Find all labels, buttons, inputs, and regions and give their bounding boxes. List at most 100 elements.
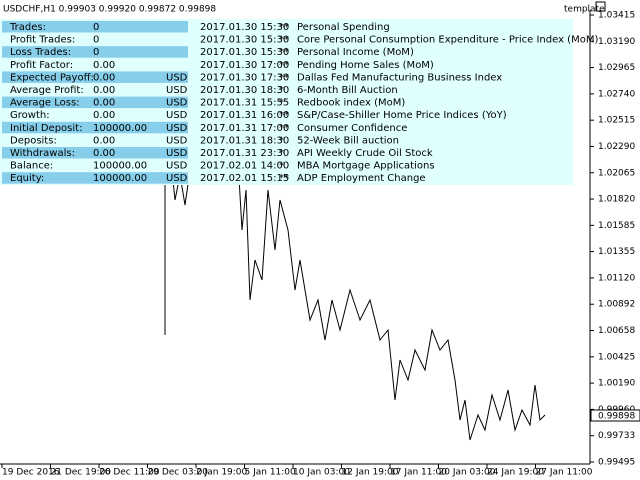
news-time: 2017.01.31 18:30	[200, 135, 289, 146]
price-label: 0.99733	[598, 431, 635, 441]
time-label: 2 Jan 19:00	[196, 468, 248, 478]
news-importance: **	[279, 60, 289, 71]
stat-unit: USD	[166, 135, 188, 146]
stat-label: Deposits:	[10, 135, 57, 146]
stat-row-bg	[2, 121, 188, 134]
news-importance: *	[279, 98, 284, 109]
news-importance: *	[279, 135, 284, 146]
stat-value: 0.00	[93, 110, 115, 121]
news-importance: **	[279, 123, 289, 134]
news-time: 2017.01.31 16:00	[200, 110, 289, 121]
current-price-box	[590, 409, 640, 422]
stat-value: 0	[93, 22, 99, 33]
time-label: 12 Jan 19:00	[342, 468, 399, 478]
time-label: 21 Dec 19:00	[51, 468, 112, 478]
stat-unit: USD	[166, 123, 188, 134]
stat-label: Average Loss:	[10, 98, 80, 109]
stat-unit: USD	[166, 98, 188, 109]
news-importance: **	[279, 173, 289, 184]
stat-label: Balance:	[10, 161, 53, 172]
price-label: 0.99495	[598, 458, 635, 468]
stat-label: Growth:	[10, 110, 50, 121]
stat-label: Withdrawals:	[10, 148, 75, 159]
price-label: 1.01585	[598, 221, 635, 231]
stat-row-bg	[2, 21, 188, 33]
stat-value: 0.00	[93, 148, 115, 159]
price-label: 1.02740	[598, 89, 635, 99]
stat-label: Initial Deposit:	[10, 123, 82, 134]
stat-unit: USD	[166, 173, 188, 184]
stat-label: Profit Trades:	[10, 35, 75, 46]
stat-unit: USD	[166, 85, 188, 96]
time-label: 27 Jan 11:00	[536, 468, 593, 478]
price-label: 1.00658	[598, 326, 635, 336]
stat-row-bg	[2, 71, 188, 83]
time-label: 5 Jan 11:00	[245, 468, 297, 478]
stat-label: Trades:	[9, 22, 46, 33]
time-label: 17 Jan 11:00	[390, 468, 447, 478]
price-label: 1.00190	[598, 379, 635, 389]
time-label: 20 Jan 03:00	[439, 468, 496, 478]
price-label: 1.02965	[598, 63, 635, 73]
close-icon[interactable]	[595, 1, 606, 12]
price-label: 1.01120	[598, 273, 635, 283]
price-label: 1.01355	[598, 247, 635, 257]
price-label: 1.02065	[598, 168, 635, 178]
news-importance: **	[279, 110, 289, 121]
stat-unit: USD	[166, 72, 188, 83]
template-label: template	[564, 5, 605, 15]
news-time: 2017.01.30 17:30	[200, 72, 289, 83]
news-title: Core Personal Consumption Expenditure - …	[297, 35, 598, 46]
news-time: 2017.01.31 17:00	[200, 123, 289, 134]
news-time: 2017.01.30 18:30	[200, 85, 289, 96]
news-time: 2017.02.01 15:15	[200, 173, 289, 184]
news-importance: *	[279, 161, 284, 172]
stat-value: 0.00	[93, 135, 115, 146]
time-label: 26 Dec 11:00	[99, 468, 160, 478]
price-label: 1.02290	[598, 142, 635, 152]
stat-label: Profit Factor:	[10, 60, 73, 71]
current-price: 0.99898	[598, 412, 635, 422]
news-importance: **	[279, 72, 289, 83]
news-title: S&P/Case-Shiller Home Price Indices (YoY…	[297, 110, 507, 121]
stat-value: 0.00	[93, 72, 115, 83]
stat-unit: USD	[166, 161, 188, 172]
stat-value: 0.00	[93, 60, 115, 71]
stat-value: 100000.00	[93, 173, 147, 184]
time-label: 24 Jan 19:00	[487, 468, 544, 478]
news-title: API Weekly Crude Oil Stock	[297, 148, 433, 159]
price-label: 1.00892	[598, 300, 635, 310]
news-title: 6-Month Bill Auction	[297, 85, 398, 96]
news-title: Redbook index (MoM)	[297, 98, 405, 109]
stat-row-bg	[2, 172, 188, 184]
news-importance: *	[279, 148, 284, 159]
time-label: 10 Jan 03:00	[293, 468, 350, 478]
time-label: 29 Dec 03:00	[148, 468, 209, 478]
news-importance: **	[279, 35, 289, 46]
stat-unit: USD	[166, 148, 188, 159]
news-importance: **	[279, 22, 289, 33]
stat-value: 100000.00	[93, 123, 147, 134]
stat-label: Equity:	[10, 173, 44, 184]
price-label: 1.03190	[598, 37, 635, 47]
news-importance: **	[279, 47, 289, 58]
news-title: Dallas Fed Manufacturing Business Index	[297, 72, 502, 83]
stat-label: Expected Payoff:	[10, 72, 94, 83]
stat-value: 0	[93, 47, 99, 58]
news-title: Pending Home Sales (MoM)	[297, 60, 434, 71]
news-time: 2017.01.31 23:30	[200, 148, 289, 159]
stat-value: 0.00	[93, 85, 115, 96]
time-label: 19 Dec 2016	[2, 468, 60, 478]
stat-row-bg	[2, 147, 188, 159]
news-importance: *	[279, 85, 284, 96]
stat-value: 0.00	[93, 98, 115, 109]
price-label: 1.03415	[598, 11, 635, 21]
price-label: 1.02515	[598, 116, 635, 126]
symbol-header: USDCHF,H1 0.99903 0.99920 0.99872 0.9989…	[3, 5, 216, 15]
price-label: 1.00425	[598, 352, 635, 362]
news-time: 2017.02.01 14:00	[200, 161, 289, 172]
news-time: 2017.01.30 17:00	[200, 60, 289, 71]
stat-row-bg	[2, 96, 188, 109]
news-time: 2017.01.30 15:30	[200, 47, 289, 58]
news-title: 52-Week Bill auction	[297, 135, 399, 146]
